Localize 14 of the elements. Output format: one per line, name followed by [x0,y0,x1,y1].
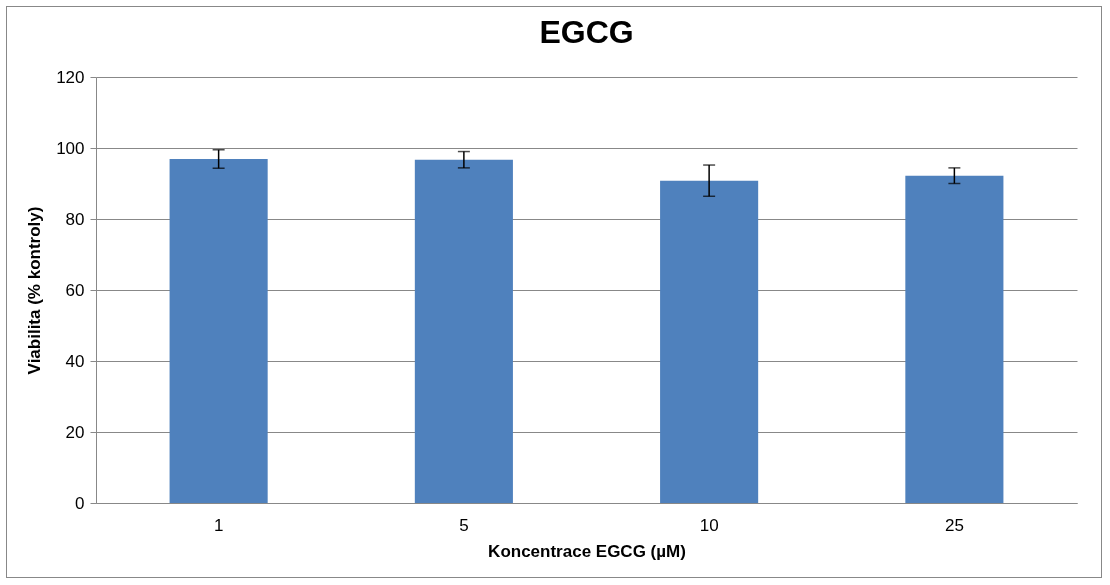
x-tick-label: 5 [459,515,469,535]
y-tick-label: 20 [65,422,85,442]
chart-title: EGCG [539,14,634,50]
x-tick-label: 10 [699,515,719,535]
x-tick-label: 25 [944,515,964,535]
x-tick-label: 1 [213,515,224,535]
y-tick-label: 0 [75,493,85,513]
y-axis-title: Viabilita (% kontroly) [25,206,45,375]
y-tick-label: 120 [56,67,85,87]
y-tick-label: 60 [65,280,85,300]
x-axis-title: Koncentrace EGCG (µM) [488,541,686,561]
y-tick-label: 40 [65,351,85,371]
y-tick-label: 80 [65,209,85,229]
y-tick-label: 100 [56,138,85,158]
